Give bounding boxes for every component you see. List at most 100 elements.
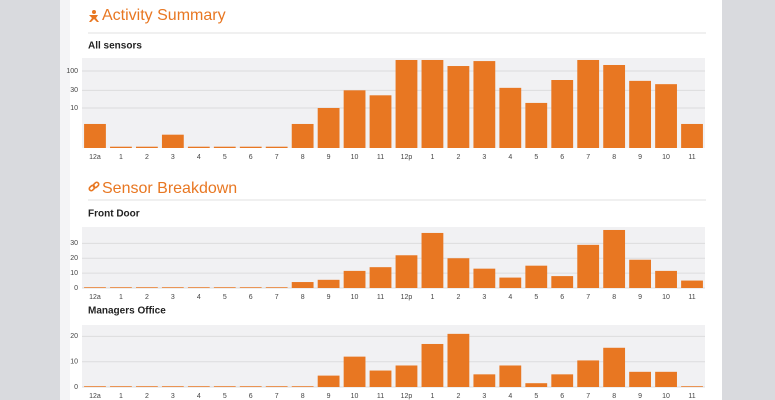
bar <box>551 374 574 387</box>
x-tick-label: 3 <box>171 393 175 400</box>
bar <box>499 365 522 387</box>
bar <box>681 280 703 288</box>
bar <box>343 90 366 148</box>
x-tick-label: 1 <box>430 154 434 161</box>
chart-title: Managers Office <box>88 306 166 317</box>
left-bezel <box>60 0 70 400</box>
bar <box>187 287 210 288</box>
x-tick-label: 9 <box>327 294 331 301</box>
x-tick-label: 2 <box>456 393 460 400</box>
bar <box>603 64 626 148</box>
bar <box>239 386 262 387</box>
bar <box>577 59 600 148</box>
bar <box>343 270 366 288</box>
x-tick-label: 9 <box>327 154 331 161</box>
x-tick-label: 7 <box>275 154 279 161</box>
x-tick-label: 11 <box>688 154 695 161</box>
x-tick-label: 5 <box>534 154 538 161</box>
x-tick-label: 6 <box>249 393 253 400</box>
x-tick-label: 6 <box>560 393 564 400</box>
bar <box>603 229 626 288</box>
x-tick-label: 8 <box>612 294 616 301</box>
x-tick-label: 1 <box>119 154 123 161</box>
bar <box>265 287 288 288</box>
x-tick-label: 11 <box>377 154 384 161</box>
x-tick-label: 6 <box>560 154 564 161</box>
bar <box>395 365 418 387</box>
bar <box>135 146 158 148</box>
bar <box>473 268 496 288</box>
x-tick-label: 1 <box>119 294 123 301</box>
x-tick-label: 8 <box>612 393 616 400</box>
x-tick-label: 10 <box>351 393 359 400</box>
x-tick-label: 10 <box>662 154 670 161</box>
bar <box>525 102 548 148</box>
bar <box>447 333 470 387</box>
bar <box>84 386 106 387</box>
bar <box>213 146 236 148</box>
bar <box>265 146 288 148</box>
bar <box>499 87 522 148</box>
section-title: Sensor Breakdown <box>102 180 237 197</box>
x-tick-label: 2 <box>456 154 460 161</box>
left-frame <box>0 0 60 400</box>
bar <box>551 80 574 148</box>
bar <box>239 287 262 288</box>
bar <box>369 267 392 288</box>
y-tick-label: 20 <box>70 255 78 262</box>
bar <box>655 84 677 148</box>
y-tick-label: 30 <box>70 87 78 94</box>
x-tick-label: 7 <box>586 393 590 400</box>
bar <box>395 59 418 148</box>
bar <box>213 386 236 387</box>
x-tick-label: 11 <box>688 393 695 400</box>
x-tick-label: 8 <box>301 154 305 161</box>
x-tick-label: 11 <box>377 294 384 301</box>
bar <box>369 95 392 148</box>
plot-area <box>82 325 705 387</box>
x-tick-label: 12a <box>89 393 101 400</box>
x-tick-label: 9 <box>638 154 642 161</box>
x-tick-label: 7 <box>275 294 279 301</box>
bar <box>447 258 470 288</box>
x-tick-label: 12a <box>89 294 101 301</box>
bar <box>187 386 210 387</box>
x-tick-label: 8 <box>612 154 616 161</box>
bar <box>317 107 340 148</box>
x-tick-label: 5 <box>534 393 538 400</box>
bar <box>239 146 262 148</box>
bar <box>135 287 158 288</box>
bar <box>447 66 470 148</box>
x-tick-label: 2 <box>145 154 149 161</box>
x-tick-label: 4 <box>197 294 201 301</box>
x-tick-label: 8 <box>301 393 305 400</box>
bar <box>110 287 132 288</box>
bar <box>213 287 236 288</box>
bar <box>473 61 496 148</box>
bar <box>629 80 652 148</box>
bar <box>421 343 444 387</box>
bar <box>421 232 444 288</box>
x-tick-label: 10 <box>351 154 359 161</box>
x-tick-label: 4 <box>508 393 512 400</box>
right-frame <box>722 0 775 400</box>
bar <box>317 375 340 387</box>
x-tick-label: 11 <box>377 393 384 400</box>
x-tick-label: 3 <box>482 393 486 400</box>
y-tick-label: 10 <box>70 105 78 112</box>
chart-title: Front Door <box>88 209 140 220</box>
bar <box>525 383 548 387</box>
bar <box>187 146 210 148</box>
x-tick-label: 12p <box>401 294 413 301</box>
x-tick-label: 3 <box>482 294 486 301</box>
x-tick-label: 12p <box>401 393 413 400</box>
x-tick-label: 5 <box>534 294 538 301</box>
bar <box>681 123 703 148</box>
bar <box>421 59 444 148</box>
chart-title: All sensors <box>88 41 142 52</box>
x-tick-label: 10 <box>662 294 670 301</box>
x-tick-label: 2 <box>145 294 149 301</box>
x-tick-label: 5 <box>223 393 227 400</box>
